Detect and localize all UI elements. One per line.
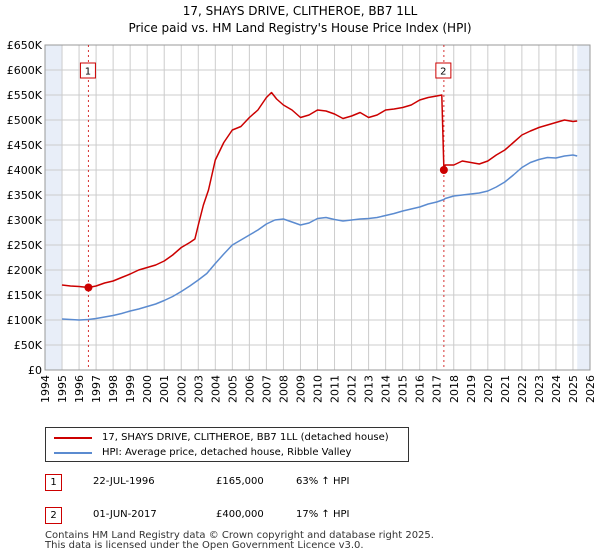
y-tick-label: £150K xyxy=(7,289,43,302)
y-tick-label: £600K xyxy=(7,64,43,77)
property-price-line xyxy=(61,91,578,289)
hpi-line xyxy=(61,154,578,321)
x-tick-label: 2008 xyxy=(277,375,290,403)
y-tick-label: £350K xyxy=(7,189,43,202)
y-tick-label: £0 xyxy=(28,364,42,377)
sale-point xyxy=(84,283,93,292)
sale-point xyxy=(439,166,448,174)
y-tick-label: £300K xyxy=(7,214,43,227)
transaction-date: 22-JUL-1996 xyxy=(93,476,155,487)
x-tick-label: 1996 xyxy=(73,375,86,403)
x-tick-label: 2001 xyxy=(158,375,171,403)
y-tick-label: £400K xyxy=(7,164,43,177)
chart-legend: 17, SHAYS DRIVE, CLITHEROE, BB7 1LL (det… xyxy=(45,427,409,462)
legend-swatch-property xyxy=(54,436,92,439)
sale-label: 2 xyxy=(440,67,446,78)
x-tick-label: 2010 xyxy=(312,375,325,403)
x-tick-label: 1995 xyxy=(56,375,69,403)
x-tick-label: 2015 xyxy=(397,375,410,403)
x-tick-label: 2018 xyxy=(448,375,461,403)
legend-label-property: 17, SHAYS DRIVE, CLITHEROE, BB7 1LL (det… xyxy=(102,432,389,443)
x-tick-label: 2024 xyxy=(550,375,563,403)
price-chart: £0 £50K £100K £150K £200K £250K £300K £350K £400… xyxy=(7,39,597,403)
chart-title-line1: 17, SHAYS DRIVE, CLITHEROE, BB7 1LL xyxy=(182,4,418,18)
no-data-shade xyxy=(577,45,590,370)
transaction-price: £400,000 xyxy=(216,509,264,520)
legend-item-hpi: HPI: Average price, detached house, Ribb… xyxy=(54,445,351,460)
x-tick-label: 2021 xyxy=(499,375,512,403)
transaction-marker-badge: 1 xyxy=(45,474,62,491)
chart-title: 17, SHAYS DRIVE, CLITHEROE, BB7 1LL Pric… xyxy=(0,3,600,37)
footer-copyright: Contains HM Land Registry data © Crown c… xyxy=(45,530,434,541)
x-tick-label: 2017 xyxy=(431,375,444,403)
legend-swatch-hpi xyxy=(54,451,92,454)
y-tick-label: £550K xyxy=(7,89,43,102)
x-tick-label: 1994 xyxy=(39,375,52,403)
x-tick-label: 2007 xyxy=(260,375,273,403)
plot-frame xyxy=(44,44,591,371)
y-tick-label: £200K xyxy=(7,264,43,277)
legend-label-hpi: HPI: Average price, detached house, Ribb… xyxy=(102,447,352,458)
transaction-price: £165,000 xyxy=(216,476,264,487)
x-tick-label: 2009 xyxy=(294,375,307,403)
x-tick-label: 1999 xyxy=(124,375,137,403)
y-tick-label: £650K xyxy=(7,39,43,52)
x-tick-label: 2016 xyxy=(414,375,427,403)
x-tick-label: 2011 xyxy=(329,375,342,403)
x-tick-label: 2006 xyxy=(243,375,256,403)
transaction-marker-badge: 2 xyxy=(45,507,62,524)
x-tick-label: 2026 xyxy=(584,375,597,403)
footer-attribution: Contains HM Land Registry data © Crown c… xyxy=(45,531,434,551)
chart-title-line2: Price paid vs. HM Land Registry's House … xyxy=(128,21,472,35)
x-tick-label: 2014 xyxy=(380,375,393,403)
y-tick-label: £450K xyxy=(7,139,43,152)
x-tick-label: 2000 xyxy=(141,375,154,403)
x-tick-label: 2012 xyxy=(346,375,359,403)
x-tick-label: 1998 xyxy=(107,375,120,403)
x-tick-label: 2003 xyxy=(192,375,205,403)
x-tick-label: 2019 xyxy=(465,375,478,403)
x-tick-label: 2013 xyxy=(363,375,376,403)
x-tick-label: 2025 xyxy=(567,375,580,403)
legend-item-property: 17, SHAYS DRIVE, CLITHEROE, BB7 1LL (det… xyxy=(54,430,389,445)
y-tick-label: £250K xyxy=(7,239,43,252)
x-tick-label: 2005 xyxy=(226,375,239,403)
x-tick-label: 2020 xyxy=(482,375,495,403)
x-tick-label: 2004 xyxy=(209,375,222,403)
sale-label-box xyxy=(79,62,96,79)
transaction-hpi-diff: 17% ↑ HPI xyxy=(296,509,350,520)
y-tick-label: £50K xyxy=(14,339,43,352)
transaction-date: 01-JUN-2017 xyxy=(93,509,157,520)
x-tick-label: 1997 xyxy=(90,375,103,403)
footer-license: This data is licensed under the Open Gov… xyxy=(45,540,364,551)
sale-label: 1 xyxy=(85,67,91,78)
x-tick-label: 2022 xyxy=(516,375,529,403)
x-tick-label: 2023 xyxy=(533,375,546,403)
no-data-shade xyxy=(45,45,63,370)
x-tick-label: 2002 xyxy=(175,375,188,403)
y-tick-label: £500K xyxy=(7,114,43,127)
sale-label-box xyxy=(435,62,452,79)
transaction-hpi-diff: 63% ↑ HPI xyxy=(296,476,350,487)
y-tick-label: £100K xyxy=(7,314,43,327)
